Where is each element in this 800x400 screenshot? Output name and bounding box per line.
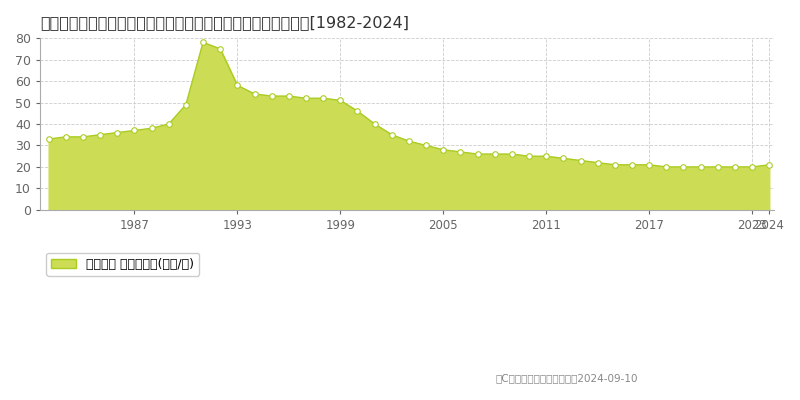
Point <box>540 153 553 160</box>
Point <box>351 108 364 114</box>
Point <box>197 39 210 46</box>
Point <box>214 46 226 52</box>
Point <box>282 93 295 99</box>
Text: （C）土地価格ドットコム　2024-09-10: （C）土地価格ドットコム 2024-09-10 <box>496 373 638 383</box>
Point <box>437 146 450 153</box>
Point <box>522 153 535 160</box>
Point <box>402 138 415 144</box>
Point <box>128 127 141 134</box>
Point <box>694 164 707 170</box>
Point <box>506 151 518 157</box>
Point <box>317 95 330 102</box>
Legend: 地価公示 平均坪単価(万円/坪): 地価公示 平均坪単価(万円/坪) <box>46 253 199 276</box>
Point <box>334 97 346 104</box>
Point <box>642 162 655 168</box>
Point <box>299 95 312 102</box>
Point <box>266 93 278 99</box>
Point <box>77 134 90 140</box>
Point <box>729 164 742 170</box>
Point <box>609 162 622 168</box>
Point <box>591 160 604 166</box>
Point <box>111 129 124 136</box>
Point <box>488 151 501 157</box>
Point <box>94 132 106 138</box>
Point <box>746 164 758 170</box>
Point <box>574 157 587 164</box>
Point <box>368 121 381 127</box>
Point <box>231 82 244 88</box>
Point <box>660 164 673 170</box>
Point <box>763 162 776 168</box>
Point <box>711 164 724 170</box>
Point <box>145 125 158 132</box>
Point <box>677 164 690 170</box>
Point <box>248 91 261 97</box>
Point <box>162 121 175 127</box>
Point <box>626 162 638 168</box>
Point <box>471 151 484 157</box>
Point <box>386 132 398 138</box>
Text: 大阪府河内長野市汐の宮町１４５番１８　地価公示　地価推移[1982-2024]: 大阪府河内長野市汐の宮町１４５番１８ 地価公示 地価推移[1982-2024] <box>40 15 409 30</box>
Point <box>557 155 570 162</box>
Point <box>42 136 55 142</box>
Point <box>59 134 72 140</box>
Point <box>454 149 467 155</box>
Point <box>420 142 433 149</box>
Point <box>179 102 192 108</box>
